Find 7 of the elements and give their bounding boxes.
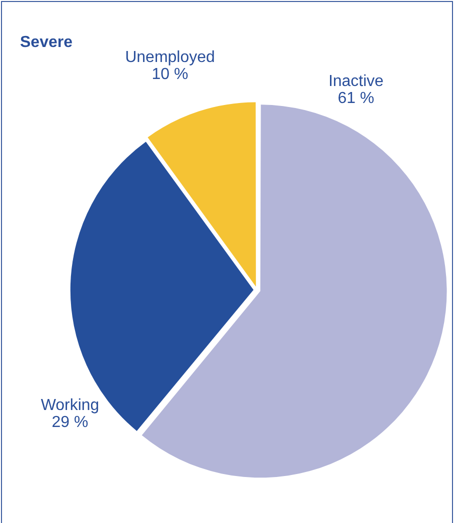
data-label: 29 % (52, 414, 88, 431)
slice-label: Unemployed (125, 49, 215, 66)
data-label: 61 % (338, 90, 374, 107)
slice-label: Inactive (328, 73, 384, 90)
data-label: 10 % (152, 66, 188, 83)
chart-title: Severe (20, 34, 72, 52)
slice-label: Working (40, 397, 100, 414)
